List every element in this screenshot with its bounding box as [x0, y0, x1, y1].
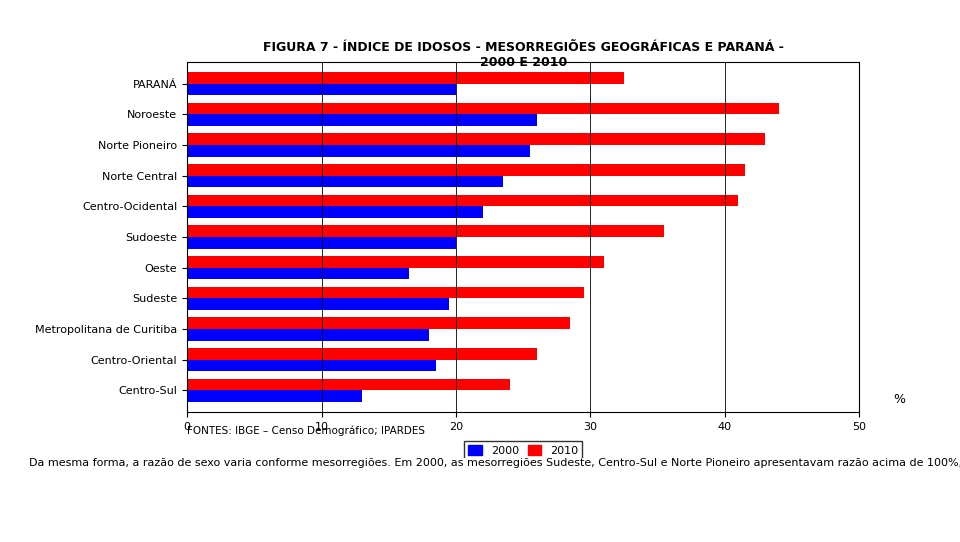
Bar — [187, 318, 570, 329]
Text: FONTES: IBGE – Censo Demográfico; IPARDES: FONTES: IBGE – Censo Demográfico; IPARDE… — [187, 425, 425, 436]
Bar — [187, 237, 456, 249]
Bar — [187, 195, 738, 207]
Bar — [187, 176, 503, 188]
Bar — [187, 256, 604, 268]
Text: FIGURA 7 - ÍNDICE DE IDOSOS - MESORREGIÕES GEOGRÁFICAS E PARANÁ -
2000 E 2010: FIGURA 7 - ÍNDICE DE IDOSOS - MESORREGIÕ… — [263, 41, 783, 69]
Bar — [187, 145, 530, 157]
Bar — [187, 72, 624, 84]
Bar — [187, 299, 449, 310]
Bar — [187, 390, 362, 402]
Bar — [187, 225, 664, 237]
Bar — [187, 360, 436, 371]
Bar — [187, 348, 537, 360]
Bar — [187, 114, 537, 126]
Bar — [187, 329, 429, 341]
Bar — [187, 103, 779, 114]
Bar — [187, 287, 584, 299]
Bar — [187, 268, 409, 280]
Legend: 2000, 2010: 2000, 2010 — [464, 441, 583, 461]
Bar — [187, 84, 456, 95]
Text: Da mesma forma, a razão de sexo varia conforme mesorregiões. Em 2000, as mesorre: Da mesma forma, a razão de sexo varia co… — [29, 458, 960, 468]
Bar — [187, 379, 510, 390]
Bar — [187, 207, 483, 218]
Bar — [187, 133, 765, 145]
Text: %: % — [893, 393, 904, 406]
Bar — [187, 164, 745, 176]
